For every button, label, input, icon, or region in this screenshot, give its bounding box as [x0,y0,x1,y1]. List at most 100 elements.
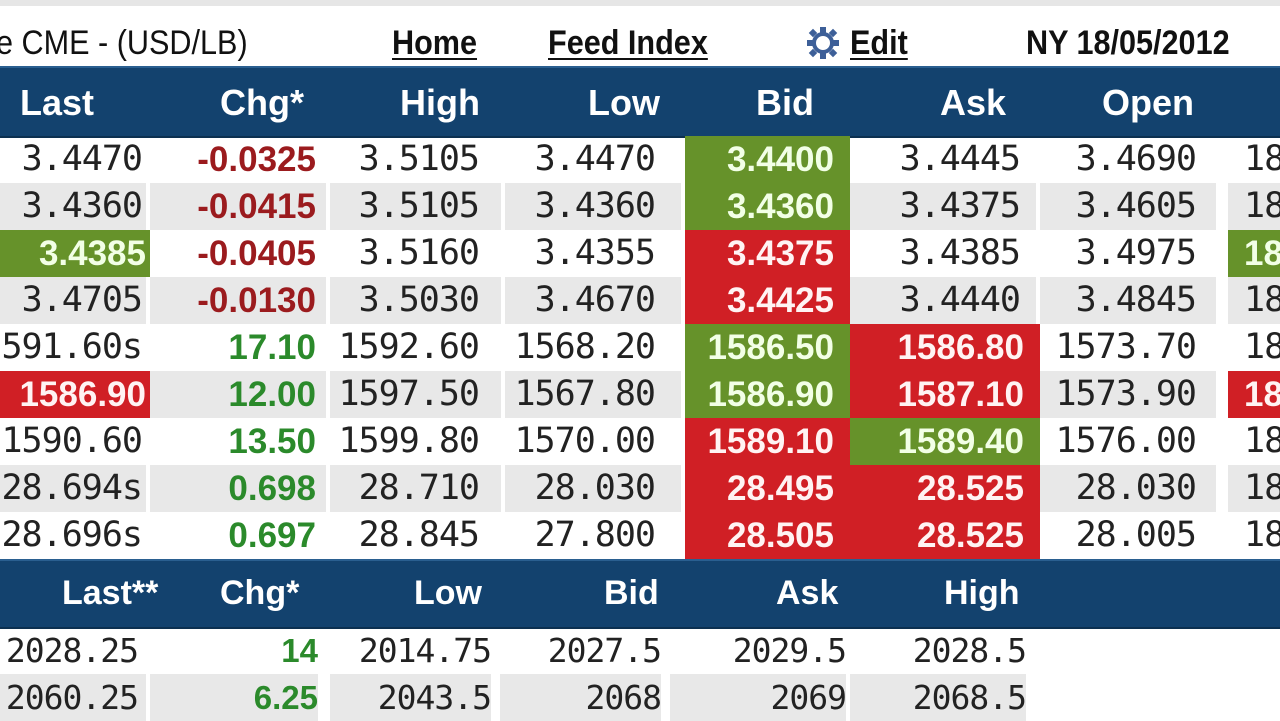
cell-next: 18 [1244,139,1280,179]
cell-ask: 28.525 [850,512,1040,559]
cell-high: 3.5160 [358,233,480,273]
cell-open: 1573.70 [1055,327,1197,367]
cell-ask: 1586.80 [850,324,1040,371]
cell-open: 3.4975 [1075,233,1197,273]
main-table-header: Last Chg* High Low Bid Ask Open [0,66,1280,138]
cell-chg: -0.0405 [197,234,316,273]
cell-low: 27.800 [534,515,656,555]
cell-high: 1597.50 [330,371,501,418]
edit-link[interactable]: Edit [850,24,908,62]
cell-next: 18 [1244,327,1280,367]
col-header-bid[interactable]: Bid [604,574,659,612]
table-row[interactable]: 591.60s 17.10 1592.60 1568.20 1586.50 1586.80… [0,324,1280,371]
cell-open: 1573.90 [1040,371,1216,418]
cell-ask: 3.4375 [850,183,1036,230]
cell-ask: 1589.40 [850,418,1040,465]
location-date: NY 18/05/2012 [1026,24,1230,62]
cell-high: 1599.80 [338,421,480,461]
cell-open: 3.4845 [1040,277,1216,324]
cell-last: 2028.25 [5,631,139,670]
col-header-open[interactable]: Open [1102,82,1195,123]
col-header-low[interactable]: Low [414,574,482,612]
table-row[interactable]: 3.4385 -0.0405 3.5160 3.4355 3.4375 3.4385 3.4… [0,230,1280,277]
cell-chg: 13.50 [228,422,316,461]
cell-low: 3.4670 [505,277,681,324]
cell-low: 3.4470 [534,139,656,179]
cell-last: 28.694s [0,465,146,512]
cell-low: 2043.5 [330,674,492,721]
col-header-ask[interactable]: Ask [940,82,1007,123]
table-row[interactable]: 3.4470 -0.0325 3.5105 3.4470 3.4400 3.4445 3.4… [0,136,1280,183]
cell-high: 2028.5 [912,631,1027,670]
cell-chg: 17.10 [228,328,316,367]
col-header-chg[interactable]: Chg* [220,82,304,123]
cell-ask: 3.4440 [850,277,1036,324]
cell-low: 28.030 [505,465,681,512]
cell-chg: -0.0130 [150,277,326,324]
cell-next: 18 [1244,421,1280,461]
cell-ask: 2029.5 [732,631,847,670]
table-row[interactable]: 1590.60 13.50 1599.80 1570.00 1589.10 1589.40… [0,418,1280,465]
gear-icon[interactable] [806,26,840,60]
cell-last: 1590.60 [1,421,143,461]
cell-high: 3.5105 [330,183,501,230]
cell-high: 28.845 [358,515,480,555]
cell-bid: 2027.5 [547,631,662,670]
col-header-high[interactable]: High [400,82,480,123]
index-table-row[interactable]: 2060.25 6.25 2043.5 2068 2069 2068.5 [0,674,1280,721]
cell-next: 18 [1228,277,1280,324]
cell-bid: 28.495 [685,465,850,512]
cell-low: 1568.20 [514,327,656,367]
cell-open: 28.005 [1075,515,1197,555]
cell-next: 18 [1228,183,1280,230]
col-header-chg[interactable]: Chg* [220,574,300,612]
cell-bid: 3.4425 [685,277,850,324]
cell-next: 18 [1228,230,1280,277]
cell-last: 3.4705 [0,277,146,324]
index-table-header: Last** Chg* Low Bid Ask High [0,559,1280,629]
col-header-low[interactable]: Low [588,82,660,123]
cell-next: 18 [1228,465,1280,512]
table-row[interactable]: 1586.90 12.00 1597.50 1567.80 1586.90 1587.10… [0,371,1280,418]
cell-bid: 3.4360 [685,183,850,230]
cell-bid: 28.505 [685,512,850,559]
cell-low: 2014.75 [358,631,492,670]
cell-low: 1570.00 [514,421,656,461]
col-header-ask[interactable]: Ask [776,574,839,612]
cell-bid: 1589.10 [685,418,850,465]
cell-ask: 28.525 [850,465,1040,512]
cell-high: 3.5105 [358,139,480,179]
cell-next: 18 [1228,371,1280,418]
cell-chg: 12.00 [150,371,326,418]
title-bar: e CME - (USD/LB) Home Feed Index Edit NY… [0,6,1280,68]
cell-bid: 3.4400 [685,136,850,183]
cell-last: 3.4360 [0,183,146,230]
cell-high: 2068.5 [850,674,1027,721]
home-link[interactable]: Home [392,24,478,62]
cell-open: 3.4605 [1040,183,1216,230]
col-header-bid[interactable]: Bid [756,82,814,123]
cell-low: 3.4355 [534,233,656,273]
cell-chg: 14 [281,632,318,669]
table-row[interactable]: 28.696s 0.697 28.845 27.800 28.505 28.525 28.0… [0,512,1280,559]
feed-index-link[interactable]: Feed Index [548,24,708,62]
cell-ask: 1587.10 [850,371,1040,418]
cell-open: 3.4690 [1075,139,1197,179]
col-header-last[interactable]: Last [20,82,95,123]
cell-ask: 2069 [670,674,847,721]
col-header-last[interactable]: Last** [62,574,159,612]
cell-bid: 1586.50 [685,324,850,371]
cell-bid: 2068 [500,674,662,721]
index-table-row[interactable]: 2028.25 14 2014.75 2027.5 2029.5 2028.5 [0,627,1280,674]
table-row[interactable]: 28.694s 0.698 28.710 28.030 28.495 28.525 28.0… [0,465,1280,512]
col-header-high[interactable]: High [944,574,1020,612]
cell-chg: 0.698 [150,465,326,512]
page-title: e CME - (USD/LB) [0,24,248,62]
cell-open: 1576.00 [1055,421,1197,461]
cell-high: 1592.60 [338,327,480,367]
table-row[interactable]: 3.4360 -0.0415 3.5105 3.4360 3.4360 3.4375 3.4… [0,183,1280,230]
cell-last: 28.696s [1,515,143,555]
table-row[interactable]: 3.4705 -0.0130 3.5030 3.4670 3.4425 3.4440 3.4… [0,277,1280,324]
cell-next: 18 [1244,515,1280,555]
cell-last: 1586.90 [0,371,150,418]
